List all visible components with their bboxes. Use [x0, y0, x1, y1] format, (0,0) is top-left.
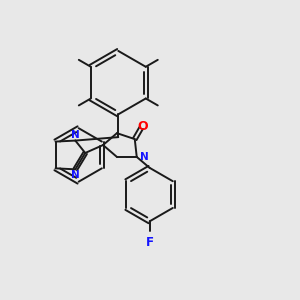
Text: N: N: [71, 170, 80, 180]
Text: N: N: [140, 152, 148, 162]
Text: N: N: [71, 130, 80, 140]
Text: F: F: [146, 236, 154, 249]
Text: O: O: [137, 121, 148, 134]
